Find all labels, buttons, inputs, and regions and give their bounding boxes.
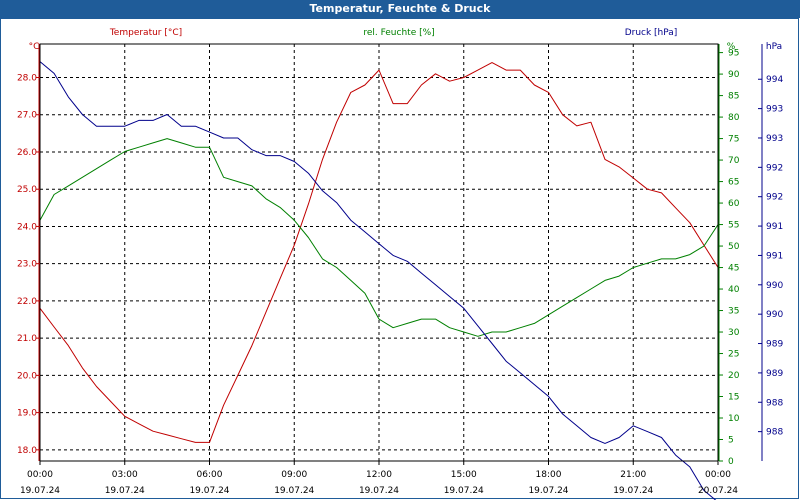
pressure-tick-label: 988 (766, 398, 783, 408)
humidity-tick-label: 0 (728, 457, 734, 467)
legend-label-pressure: Druck [hPa] (625, 28, 678, 38)
x-tick-time-label: 09:00 (281, 470, 307, 480)
x-tick-time-label: 06:00 (197, 470, 223, 480)
humidity-tick-label: 55 (728, 221, 739, 231)
temperature-tick-label: 20.0 (17, 371, 37, 381)
x-tick-date-label: 19.07.24 (613, 486, 653, 496)
humidity-tick-label: 15 (728, 393, 739, 403)
temperature-tick-label: 28.0 (17, 74, 37, 84)
humidity-tick-label: 25 (728, 350, 739, 360)
chart-svg: Temperatur [°C] rel. Feuchte [%] Druck [hP… (17, 28, 783, 500)
temperature-tick-label: 21.0 (17, 334, 37, 344)
humidity-tick-label: 35 (728, 307, 739, 317)
temperature-tick-label: 25.0 (17, 185, 37, 195)
pressure-tick-label: 990 (766, 281, 783, 291)
pressure-tick-label: 993 (766, 134, 783, 144)
pressure-tick-label: 991 (766, 222, 783, 232)
x-tick-date-label: 19.07.24 (274, 486, 314, 496)
temperature-unit-label: °C (29, 42, 40, 52)
pressure-tick-label: 994 (766, 75, 783, 85)
pressure-series-line (39, 61, 717, 500)
pressure-tick-label: 988 (766, 428, 783, 438)
humidity-tick-label: 90 (728, 70, 740, 80)
legend-label-humidity: rel. Feuchte [%] (363, 28, 434, 38)
temperature-tick-label: 23.0 (17, 260, 37, 270)
x-tick-time-label: 15:00 (451, 470, 477, 480)
humidity-tick-label: 95 (728, 49, 739, 59)
pressure-tick-label: 989 (766, 369, 783, 379)
humidity-tick-label: 20 (728, 371, 740, 381)
humidity-tick-label: 70 (728, 156, 740, 166)
pressure-tick-label: 989 (766, 340, 783, 350)
grid (39, 44, 719, 461)
x-tick-date-label: 19.07.24 (444, 486, 484, 496)
pressure-tick-label: 993 (766, 105, 783, 115)
humidity-tick-label: 75 (728, 135, 739, 145)
humidity-tick-label: 5 (728, 436, 734, 446)
x-tick-time-label: 12:00 (366, 470, 392, 480)
humidity-tick-label: 50 (728, 242, 740, 252)
pressure-tick-label: 990 (766, 310, 783, 320)
humidity-tick-label: 65 (728, 178, 739, 188)
x-tick-date-label: 19.07.24 (20, 486, 60, 496)
x-tick-date-label: 19.07.24 (359, 486, 399, 496)
temperature-tick-label: 27.0 (17, 111, 37, 121)
x-tick-date-label: 19.07.24 (105, 486, 145, 496)
humidity-tick-label: 30 (728, 328, 740, 338)
x-tick-date-label: 19.07.24 (528, 486, 568, 496)
humidity-series-line (39, 138, 719, 337)
temperature-tick-label: 18.0 (17, 446, 37, 456)
pressure-tick-label: 992 (766, 163, 783, 173)
temperature-series-line (39, 62, 719, 443)
chart-frame: Temperatur [°C] rel. Feuchte [%] Druck [hP… (0, 18, 799, 500)
axes-layer: Temperatur [°C] rel. Feuchte [%] Druck [hP… (17, 28, 783, 496)
humidity-tick-label: 10 (728, 414, 740, 424)
pressure-unit-label: hPa (766, 42, 782, 52)
temperature-tick-label: 22.0 (17, 297, 37, 307)
x-tick-date-label: 20.07.24 (698, 486, 738, 496)
x-tick-date-label: 19.07.24 (189, 486, 229, 496)
x-tick-time-label: 00:00 (27, 470, 53, 480)
pressure-tick-label: 991 (766, 251, 783, 261)
humidity-tick-label: 80 (728, 113, 740, 123)
x-tick-time-label: 03:00 (112, 470, 138, 480)
x-tick-time-label: 18:00 (536, 470, 562, 480)
temperature-tick-label: 19.0 (17, 409, 37, 419)
legend-label-temperature: Temperatur [°C] (109, 28, 182, 38)
humidity-tick-label: 60 (728, 199, 740, 209)
chart-title: Temperatur, Feuchte & Druck (0, 0, 800, 18)
humidity-unit-label: % (727, 42, 736, 52)
humidity-tick-label: 85 (728, 92, 739, 102)
humidity-tick-label: 45 (728, 264, 739, 274)
x-tick-time-label: 21:00 (620, 470, 646, 480)
temperature-tick-label: 26.0 (17, 148, 37, 158)
humidity-tick-label: 40 (728, 285, 740, 295)
temperature-tick-label: 24.0 (17, 222, 37, 232)
series-layer (39, 61, 719, 500)
pressure-tick-label: 992 (766, 193, 783, 203)
x-tick-time-label: 00:00 (705, 470, 731, 480)
